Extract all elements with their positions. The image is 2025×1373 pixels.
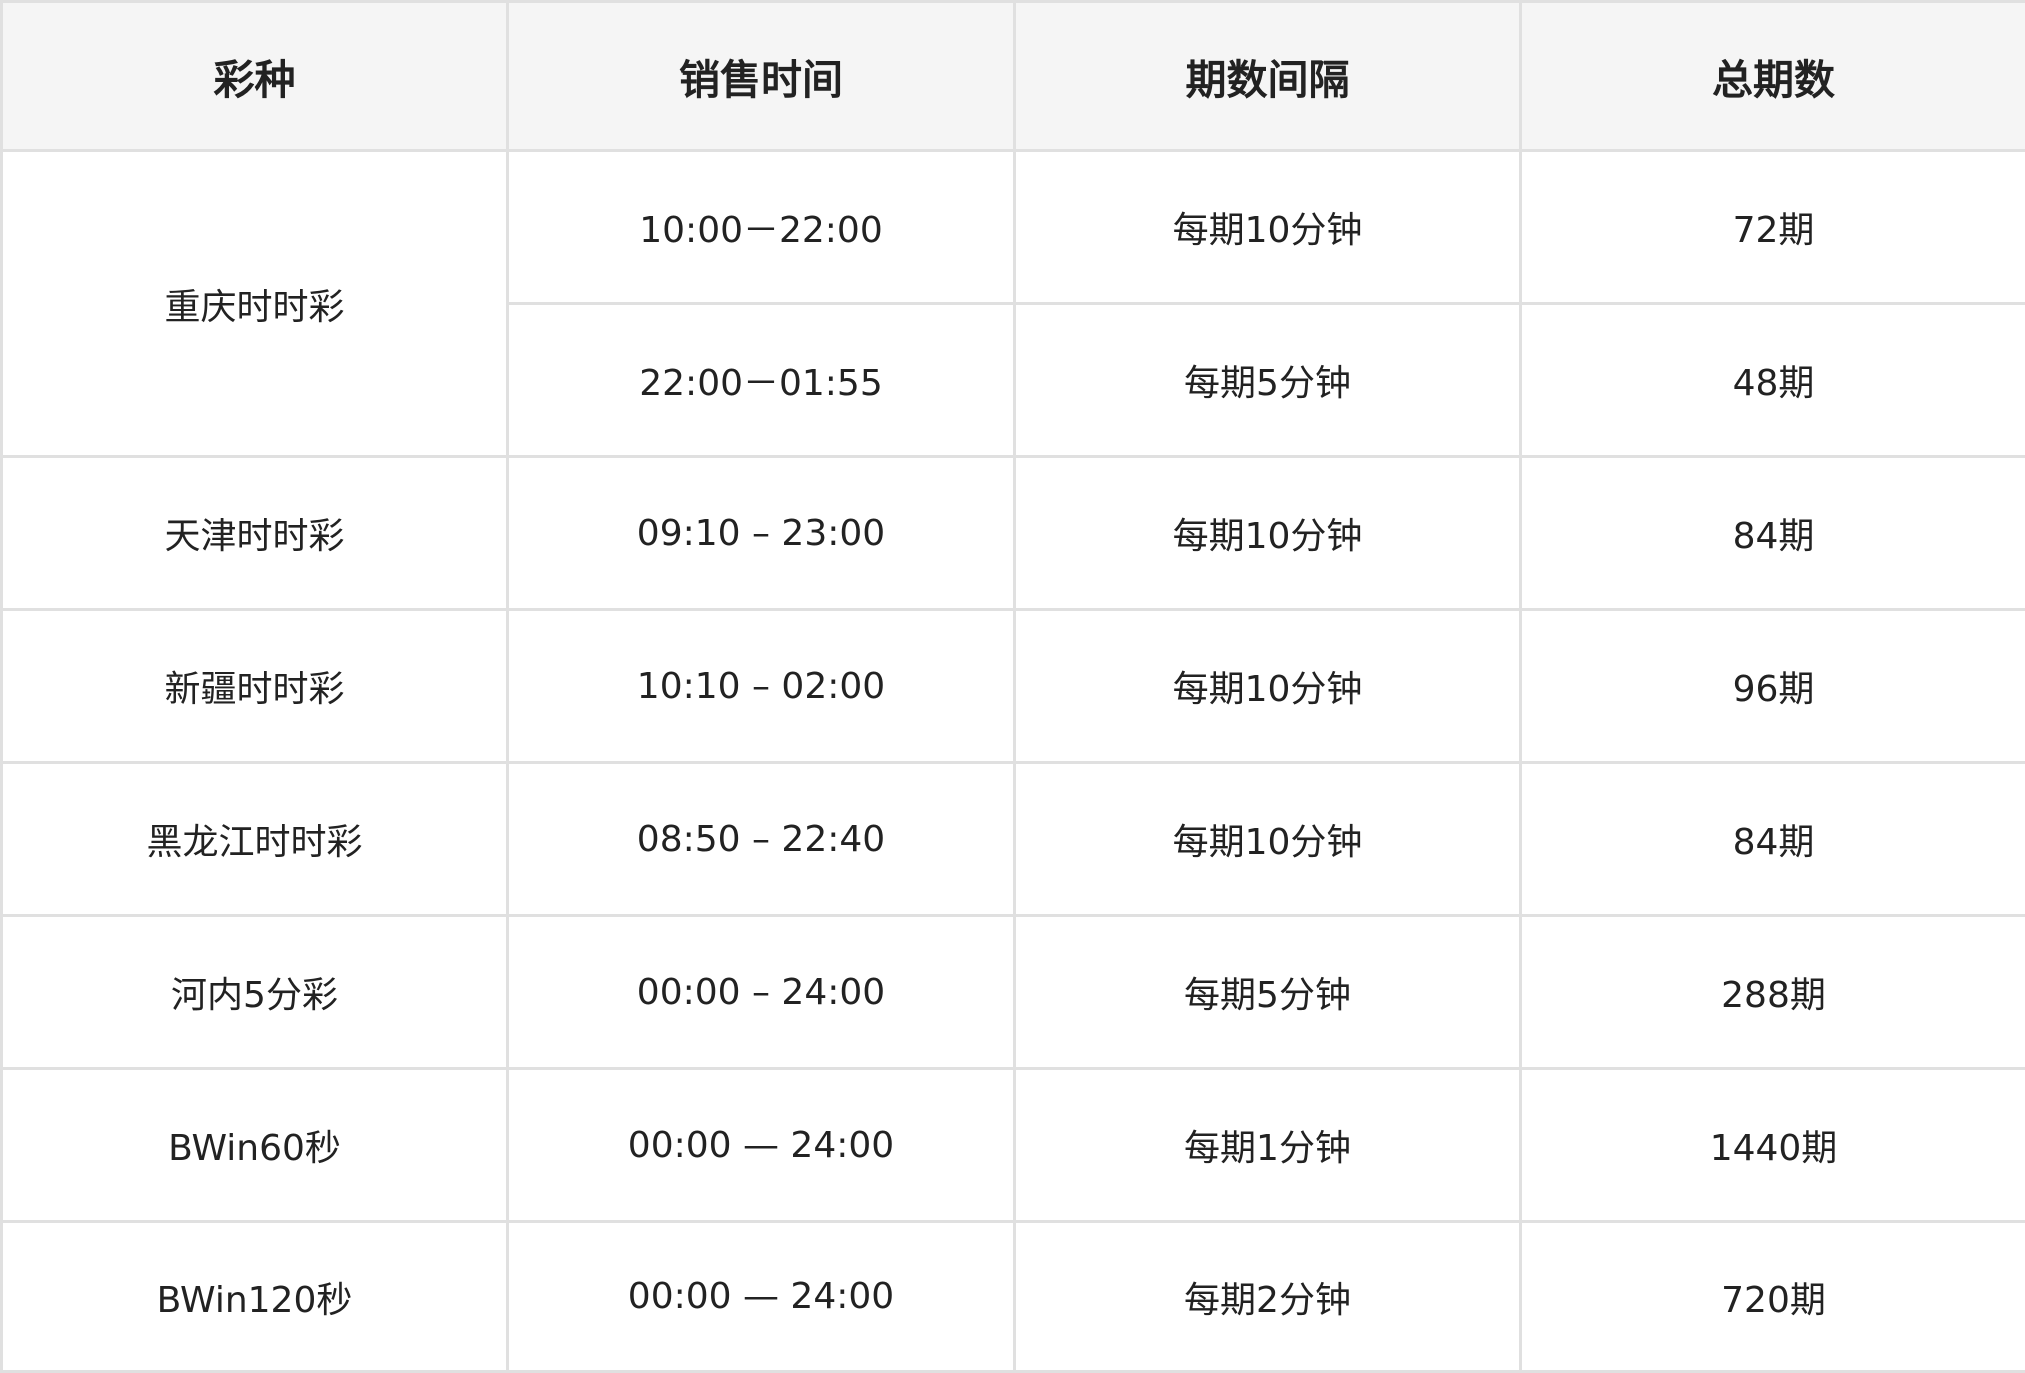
sales-time-cell: 08:50 – 22:40 [508,763,1015,916]
table-row: BWin120秒 00:00 — 24:00 每期2分钟 720期 [2,1222,2025,1372]
header-total-draws: 总期数 [1521,2,2025,151]
lottery-name-cell: 新疆时时彩 [2,610,508,763]
lottery-name-cell: 重庆时时彩 [2,151,508,457]
draw-interval-cell: 每期1分钟 [1015,1069,1521,1222]
lottery-name-cell: 天津时时彩 [2,457,508,610]
total-draws-cell: 720期 [1521,1222,2025,1372]
total-draws-cell: 96期 [1521,610,2025,763]
header-lottery-type: 彩种 [2,2,508,151]
sales-time-cell: 10:00－22:00 [508,151,1015,304]
draw-interval-cell: 每期2分钟 [1015,1222,1521,1372]
table-header-row: 彩种 销售时间 期数间隔 总期数 [2,2,2025,151]
lottery-name-cell: BWin60秒 [2,1069,508,1222]
draw-interval-cell: 每期5分钟 [1015,916,1521,1069]
draw-interval-cell: 每期10分钟 [1015,763,1521,916]
draw-interval-cell: 每期5分钟 [1015,304,1521,457]
lottery-name-cell: 河内5分彩 [2,916,508,1069]
table-row: 河内5分彩 00:00 – 24:00 每期5分钟 288期 [2,916,2025,1069]
table-row: 新疆时时彩 10:10 – 02:00 每期10分钟 96期 [2,610,2025,763]
table-row: 黑龙江时时彩 08:50 – 22:40 每期10分钟 84期 [2,763,2025,916]
header-draw-interval: 期数间隔 [1015,2,1521,151]
draw-interval-cell: 每期10分钟 [1015,457,1521,610]
table-row: 重庆时时彩 10:00－22:00 每期10分钟 72期 [2,151,2025,304]
lottery-name-cell: BWin120秒 [2,1222,508,1372]
table-row: BWin60秒 00:00 — 24:00 每期1分钟 1440期 [2,1069,2025,1222]
sales-time-cell: 00:00 — 24:00 [508,1222,1015,1372]
sales-time-cell: 10:10 – 02:00 [508,610,1015,763]
sales-time-cell: 09:10 – 23:00 [508,457,1015,610]
total-draws-cell: 48期 [1521,304,2025,457]
draw-interval-cell: 每期10分钟 [1015,610,1521,763]
lottery-name-cell: 黑龙江时时彩 [2,763,508,916]
total-draws-cell: 1440期 [1521,1069,2025,1222]
sales-time-cell: 00:00 — 24:00 [508,1069,1015,1222]
table-row: 天津时时彩 09:10 – 23:00 每期10分钟 84期 [2,457,2025,610]
total-draws-cell: 84期 [1521,763,2025,916]
header-sales-time: 销售时间 [508,2,1015,151]
total-draws-cell: 84期 [1521,457,2025,610]
total-draws-cell: 288期 [1521,916,2025,1069]
draw-interval-cell: 每期10分钟 [1015,151,1521,304]
total-draws-cell: 72期 [1521,151,2025,304]
sales-time-cell: 22:00－01:55 [508,304,1015,457]
sales-time-cell: 00:00 – 24:00 [508,916,1015,1069]
